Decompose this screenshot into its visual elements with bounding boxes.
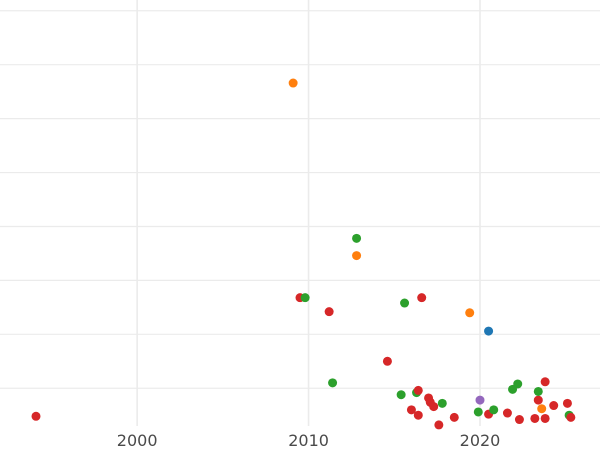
x-tick-label-2000: 2000 <box>117 431 158 450</box>
data-point-14 <box>413 410 423 420</box>
data-point-23 <box>473 407 483 417</box>
data-point-6 <box>352 233 362 243</box>
data-point-18 <box>429 402 439 412</box>
data-point-38 <box>549 401 559 411</box>
data-point-9 <box>396 390 406 400</box>
data-point-33 <box>533 395 543 405</box>
data-point-32 <box>530 413 540 423</box>
data-point-39 <box>562 398 572 408</box>
data-point-21 <box>449 412 459 422</box>
data-point-22 <box>465 308 475 318</box>
grid <box>0 0 600 426</box>
data-point-26 <box>484 326 494 336</box>
data-point-3 <box>300 293 310 303</box>
data-point-24 <box>475 395 485 405</box>
data-points <box>31 78 576 430</box>
data-point-4 <box>324 307 334 317</box>
data-point-7 <box>352 251 362 261</box>
x-tick-labels: 2000 2010 2020 <box>117 431 501 450</box>
data-point-37 <box>540 377 550 387</box>
data-point-36 <box>540 413 550 423</box>
data-point-13 <box>413 385 423 395</box>
data-point-5 <box>328 378 338 388</box>
data-point-10 <box>400 298 410 308</box>
data-point-30 <box>513 379 523 389</box>
data-point-11 <box>406 405 416 415</box>
x-tick-label-2010: 2010 <box>288 431 329 450</box>
data-point-31 <box>514 415 524 425</box>
data-point-19 <box>434 420 444 430</box>
data-point-34 <box>533 386 543 396</box>
data-point-15 <box>417 293 427 303</box>
x-tick-label-2020: 2020 <box>460 431 501 450</box>
data-point-0 <box>31 411 41 421</box>
data-point-20 <box>437 398 447 408</box>
data-point-41 <box>566 412 576 422</box>
data-point-28 <box>502 408 512 418</box>
data-point-8 <box>382 356 392 366</box>
data-point-1 <box>288 78 298 88</box>
data-point-27 <box>489 405 499 415</box>
data-point-35 <box>537 404 547 414</box>
